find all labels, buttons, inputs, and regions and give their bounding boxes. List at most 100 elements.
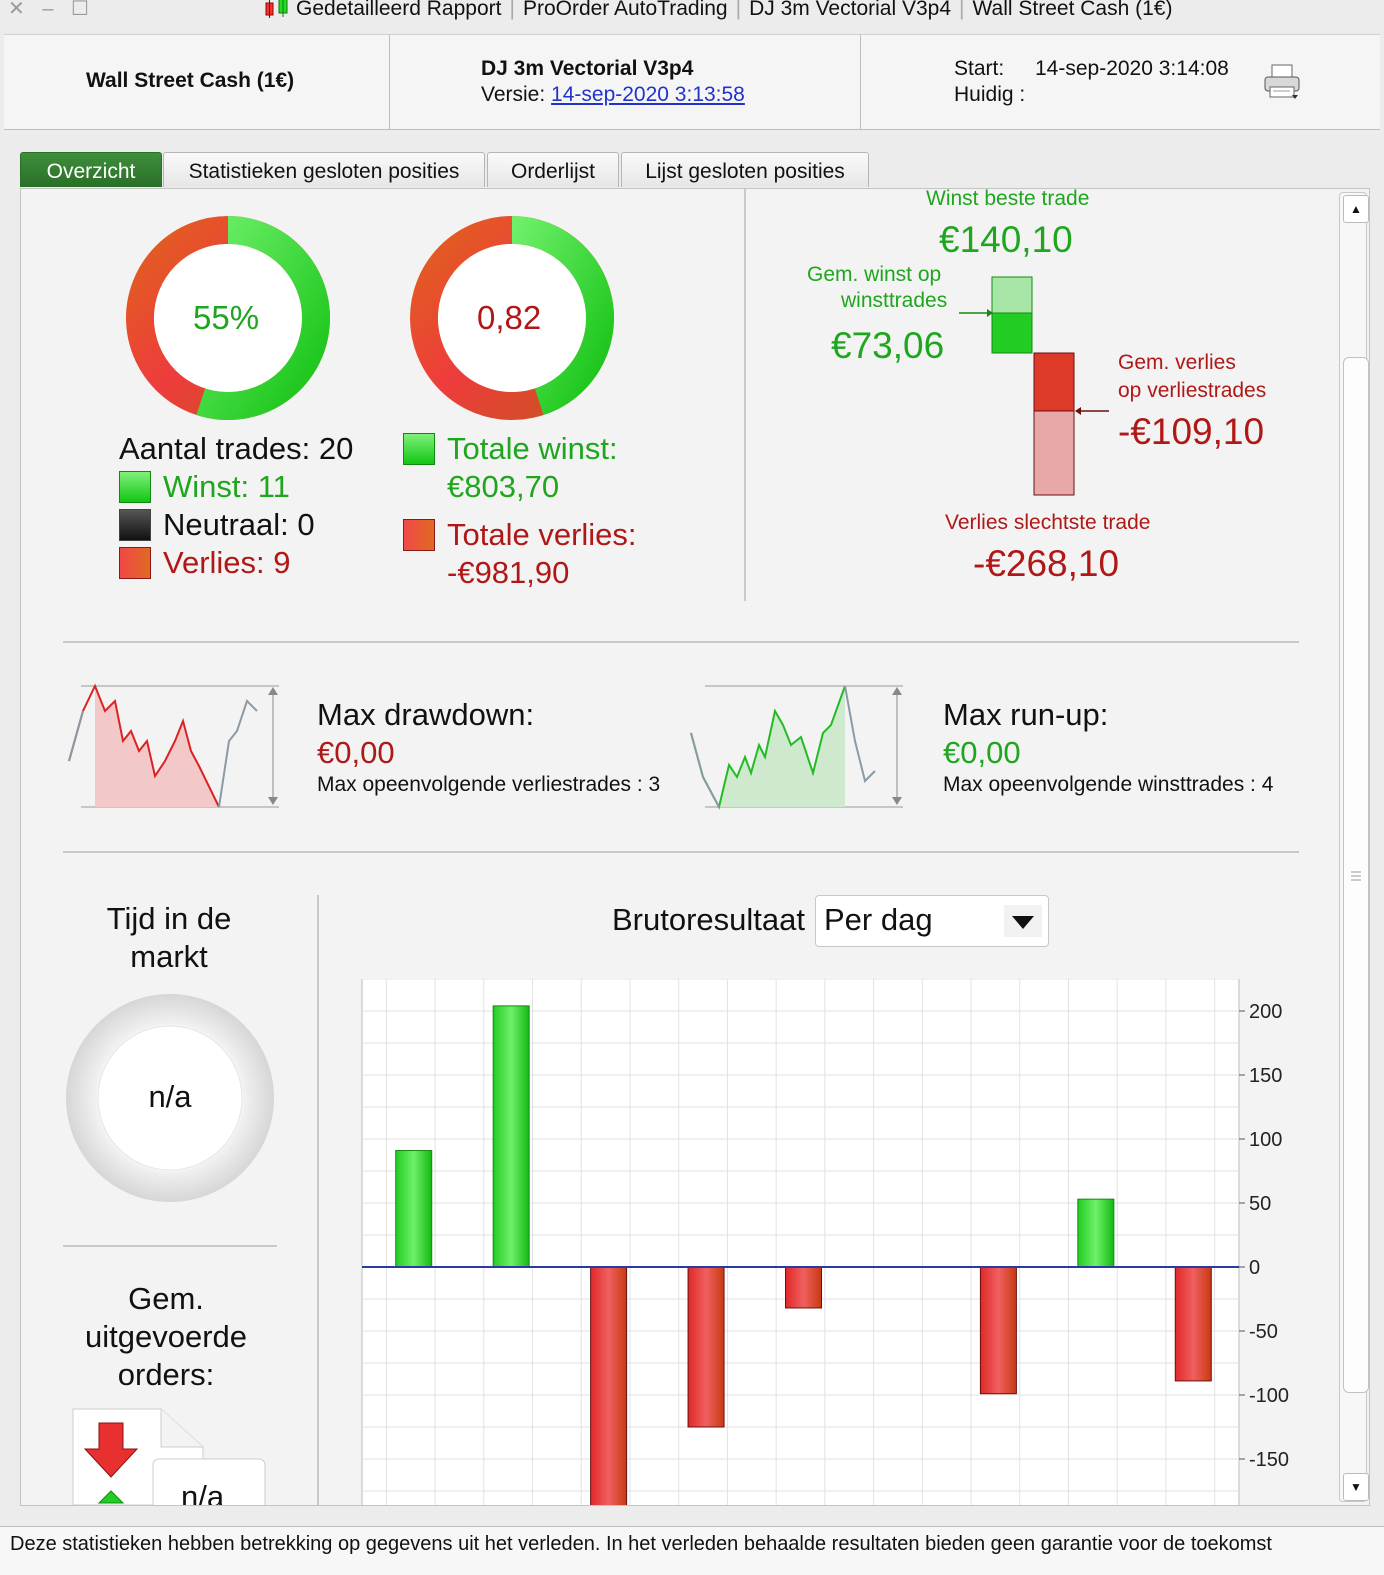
total-loss-square <box>403 519 435 551</box>
candlestick-icon <box>265 0 288 18</box>
win-rate-arc <box>196 216 330 420</box>
trades-count: Aantal trades: 20 <box>119 431 354 466</box>
buy-arrow-icon <box>97 1490 125 1504</box>
chart-bar-4 <box>687 1266 725 1428</box>
printer-icon[interactable] <box>1262 63 1304 103</box>
ratio-value: 0,82 <box>477 299 542 336</box>
y-tick-label: 0 <box>1249 1257 1260 1279</box>
avg-win-label-1: Gem. winst op <box>807 263 942 286</box>
column-divider <box>317 895 319 1505</box>
runup-title: Max run-up: <box>943 697 1109 732</box>
header-divider <box>389 35 390 129</box>
minimize-icon[interactable]: – <box>42 0 60 20</box>
bruto-label: Brutoresultaat <box>612 902 805 937</box>
chart-bar-2 <box>492 1005 530 1268</box>
title-system: DJ 3m Vectorial V3p4 <box>749 0 952 20</box>
maximize-icon[interactable]: ☐ <box>71 0 95 20</box>
drawdown-sparkline <box>68 683 279 808</box>
total-win-label: Totale winst: <box>447 431 618 466</box>
start-label: Start: <box>954 57 1005 80</box>
window-title: Gedetailleerd Rapport | ProOrder AutoTradi… <box>262 0 1172 21</box>
tab-orderlijst[interactable]: Orderlijst <box>487 152 619 187</box>
grip-icon <box>1351 871 1361 881</box>
start-value: 14-sep-2020 3:14:08 <box>1035 57 1229 80</box>
avg-orders-title-2: uitgevoerde <box>84 1319 247 1354</box>
scroll-down-button[interactable]: ▼ <box>1343 1473 1369 1501</box>
y-tick-label: 200 <box>1249 1001 1282 1023</box>
market-time-title-2: markt <box>130 939 208 974</box>
period-dropdown[interactable]: Per dag <box>815 895 1049 947</box>
y-tick-label: 100 <box>1249 1129 1282 1151</box>
sell-arrow-icon <box>83 1422 139 1478</box>
y-tick-label: 50 <box>1249 1193 1271 1215</box>
close-icon[interactable]: ✕ <box>8 0 31 20</box>
chart-bar-8 <box>1077 1198 1115 1268</box>
avg-loss-value: -€109,10 <box>1118 411 1265 452</box>
ratio-donut <box>410 216 614 420</box>
total-win-value: €803,70 <box>447 469 560 504</box>
chevron-down-icon <box>1004 905 1042 937</box>
section-divider <box>744 189 746 601</box>
worst-trade-label: Verlies slechtste trade <box>945 511 1151 534</box>
title-instrument: Wall Street Cash (1€) <box>972 0 1173 20</box>
best-trade-label: Winst beste trade <box>926 188 1090 210</box>
avg-orders-title-3: orders: <box>117 1357 215 1392</box>
version-link[interactable]: 14-sep-2020 3:13:58 <box>551 83 745 106</box>
vertical-scrollbar[interactable]: ▲ ▼ <box>1337 190 1369 1502</box>
title-module: ProOrder AutoTrading <box>522 0 728 20</box>
drawdown-value: €0,00 <box>317 735 395 770</box>
market-time-title-1: Tijd in de <box>106 901 232 936</box>
version-line: Versie: 14-sep-2020 3:13:58 <box>481 83 745 107</box>
y-tick-label: -150 <box>1249 1449 1289 1471</box>
total-loss-label: Totale verlies: <box>447 517 637 552</box>
tab-overzicht[interactable]: Overzicht <box>20 152 162 187</box>
avg-orders-value: n/a <box>181 1479 225 1506</box>
y-tick-label: 150 <box>1249 1065 1282 1087</box>
scroll-up-button[interactable]: ▲ <box>1343 195 1369 223</box>
wins-count: Winst: 11 <box>163 469 290 504</box>
y-tick-label: -50 <box>1249 1321 1278 1343</box>
chart-bar-9 <box>1174 1266 1212 1382</box>
divider-line <box>63 851 1299 853</box>
neutral-legend-square <box>119 509 151 541</box>
avg-loss-bar <box>1033 352 1075 412</box>
runup-value: €0,00 <box>943 735 1021 770</box>
avg-loss-label-2: op verliestrades <box>1118 379 1267 402</box>
window-controls: ✕ – ☐ <box>8 0 95 21</box>
market-time-value: n/a <box>148 1079 192 1114</box>
overview-panel: 55% 0,82 Aantal trades: 20 Winst: 11 Neu… <box>20 188 1370 1506</box>
total-loss-value: -€981,90 <box>447 555 570 590</box>
title-report: Gedetailleerd Rapport <box>296 0 502 20</box>
chart-bar-1 <box>395 1150 433 1268</box>
y-tick-label: -100 <box>1249 1385 1289 1407</box>
tab-lijst-gesloten[interactable]: Lijst gesloten posities <box>621 152 869 187</box>
ratio-arc <box>511 216 614 416</box>
avg-win-bar <box>991 312 1033 354</box>
tab-statistieken[interactable]: Statistieken gesloten posities <box>163 152 485 187</box>
system-name: DJ 3m Vectorial V3p4 <box>481 57 694 80</box>
best-trade-bar <box>991 276 1033 314</box>
runup-sub: Max opeenvolgende winsttrades : 4 <box>943 773 1274 796</box>
worst-trade-bar <box>1033 410 1075 496</box>
current-label: Huidig : <box>954 83 1026 106</box>
scrollbar-track[interactable]: ▲ ▼ <box>1339 192 1369 1502</box>
avg-win-label-2: winsttrades <box>841 289 948 312</box>
report-header: Wall Street Cash (1€) DJ 3m Vectorial V3… <box>4 34 1380 130</box>
win-rate-value: 55% <box>193 299 260 336</box>
losses-count: Verlies: 9 <box>163 545 291 580</box>
drawdown-title: Max drawdown: <box>317 697 535 732</box>
avg-orders-title-1: Gem. <box>128 1281 204 1316</box>
header-divider <box>860 35 861 129</box>
scrollbar-thumb[interactable] <box>1343 357 1369 1393</box>
avg-win-value: €73,06 <box>831 325 945 366</box>
chart-bar-7 <box>979 1266 1017 1395</box>
best-trade-value: €140,10 <box>939 219 1073 260</box>
bruto-chart: 200 150 100 50 0 -50 -100 -150 <box>361 979 1289 1505</box>
title-bar: ✕ – ☐ Gedetailleerd Rapport | ProOrder Aut… <box>0 0 1384 28</box>
neutral-count: Neutraal: 0 <box>163 507 315 542</box>
version-label: Versie: <box>481 83 546 106</box>
period-dropdown-value: Per dag <box>824 902 933 937</box>
disclaimer-text: Deze statistieken hebben betrekking op g… <box>10 1533 1272 1555</box>
win-legend-square <box>119 471 151 503</box>
instrument-name: Wall Street Cash (1€) <box>86 69 295 92</box>
